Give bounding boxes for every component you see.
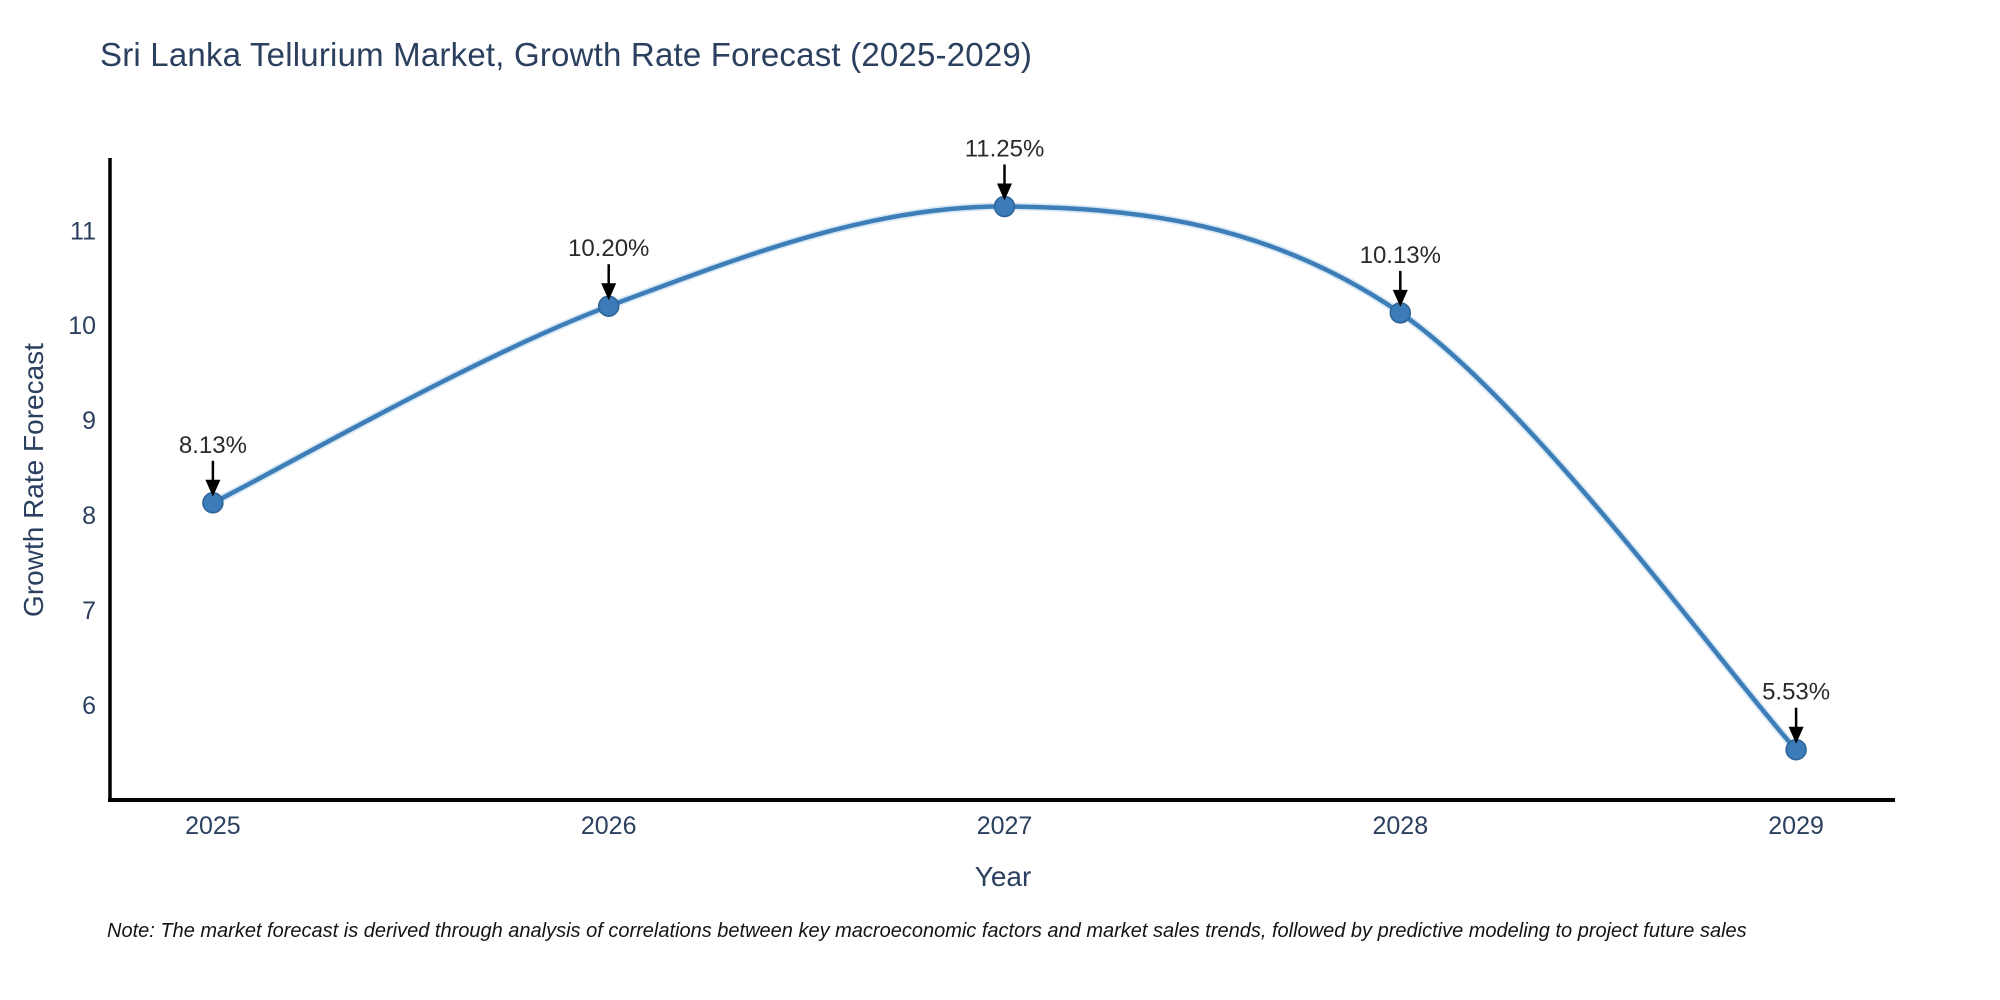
- footnote: Note: The market forecast is derived thr…: [107, 920, 1747, 942]
- point-annotation-label: 5.53%: [1762, 679, 1830, 706]
- y-tick-label: 11: [70, 217, 96, 245]
- annotation-arrow-head: [205, 479, 221, 497]
- point-annotation-label: 10.13%: [1360, 242, 1441, 269]
- x-tick-label: 2025: [185, 812, 241, 840]
- x-tick-label: 2027: [977, 812, 1033, 840]
- y-tick-label: 7: [82, 597, 96, 625]
- annotation-arrow-head: [1392, 289, 1408, 307]
- trend-line: [210, 204, 1799, 752]
- x-tick-label: 2026: [581, 812, 637, 840]
- annotation-arrow-head: [1788, 726, 1804, 744]
- annotation-arrow-head: [997, 183, 1012, 201]
- x-axis-title: Year: [974, 861, 1032, 892]
- y-tick-label: 9: [82, 407, 96, 435]
- x-tick-label: 2028: [1372, 812, 1428, 840]
- point-annotation-label: 10.20%: [568, 235, 649, 262]
- point-annotation-label: 11.25%: [965, 136, 1045, 163]
- point-annotation-label: 8.13%: [179, 432, 247, 459]
- y-tick-label: 6: [82, 692, 96, 720]
- x-tick-label: 2029: [1768, 812, 1824, 840]
- y-tick-label: 10: [68, 312, 96, 340]
- trend-line-halo: [208, 202, 1801, 754]
- chart-title: Sri Lanka Tellurium Market, Growth Rate …: [100, 36, 1033, 73]
- annotation-arrow-head: [601, 283, 617, 301]
- y-tick-label: 8: [82, 502, 96, 530]
